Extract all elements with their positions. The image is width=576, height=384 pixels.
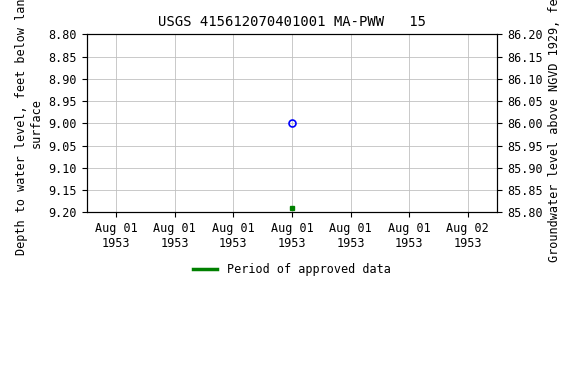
Y-axis label: Groundwater level above NGVD 1929, feet: Groundwater level above NGVD 1929, feet <box>548 0 561 262</box>
Title: USGS 415612070401001 MA-PWW   15: USGS 415612070401001 MA-PWW 15 <box>158 15 426 29</box>
Y-axis label: Depth to water level, feet below land
surface: Depth to water level, feet below land su… <box>15 0 43 255</box>
Legend: Period of approved data: Period of approved data <box>189 259 395 281</box>
